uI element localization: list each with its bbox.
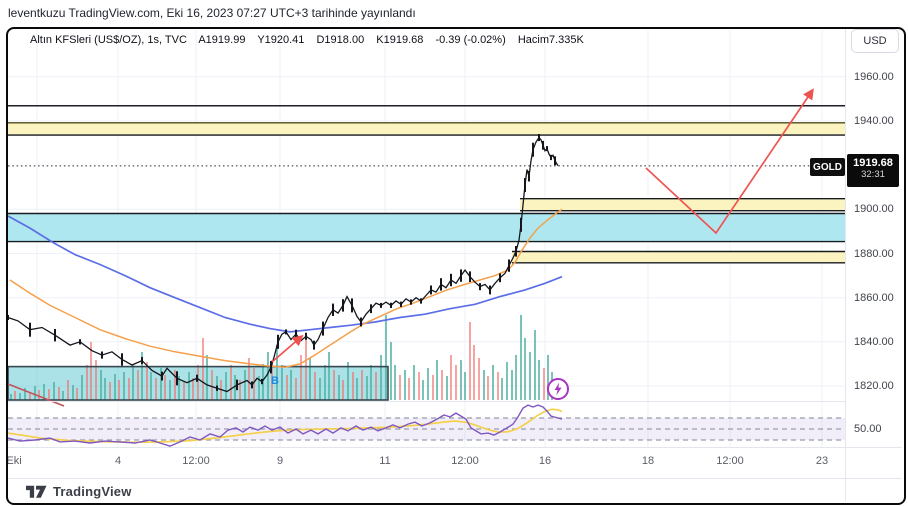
axis-separator bbox=[845, 29, 846, 501]
currency-button[interactable]: USD bbox=[851, 29, 899, 53]
last-price-box: 1919.68 32:31 bbox=[847, 154, 899, 187]
ohlc-high: Y1920.41 bbox=[257, 34, 305, 46]
bar-countdown: 32:31 bbox=[861, 169, 885, 180]
tradingview-logo-icon[interactable] bbox=[26, 485, 47, 498]
pane-separator bbox=[8, 401, 845, 402]
time-tick: 4 bbox=[114, 455, 122, 467]
time-tick: 12:00 bbox=[716, 455, 744, 467]
publish-info: leventkuzu TradingView.com, Eki 16, 2023… bbox=[8, 6, 416, 20]
time-axis[interactable]: Eki 4 12:00 9 11 12:00 16 18 12:00 23 bbox=[0, 448, 845, 477]
price-axis[interactable]: 1960.00 1940.00 1900.00 1880.00 1860.00 1840.… bbox=[846, 27, 904, 447]
ohlc-open: A1919.99 bbox=[198, 34, 246, 46]
price-tick: 1840.00 bbox=[854, 336, 894, 348]
time-tick: Eki bbox=[6, 455, 22, 467]
symbol-header: Altın KFSleri (US$/OZ), 1s, TVC A1919.99… bbox=[30, 34, 593, 46]
ohlc-close: K1919.68 bbox=[376, 34, 424, 46]
ohlc-low: D1918.00 bbox=[316, 34, 365, 46]
volume-value: 7.335K bbox=[548, 34, 584, 46]
price-tick: 1860.00 bbox=[854, 292, 894, 304]
time-tick: 16 bbox=[538, 455, 552, 467]
time-tick: 23 bbox=[815, 455, 829, 467]
price-tick: 1940.00 bbox=[854, 115, 894, 127]
price-change: -0.39 (-0.02%) bbox=[435, 34, 506, 46]
chart-frame-border bbox=[6, 27, 906, 505]
time-axis-separator bbox=[8, 447, 902, 448]
time-tick: 18 bbox=[641, 455, 655, 467]
lightning-icon bbox=[547, 378, 569, 400]
price-tick: 1900.00 bbox=[854, 203, 894, 215]
price-tick: 1880.00 bbox=[854, 248, 894, 260]
price-tick: 1820.00 bbox=[854, 380, 894, 392]
footer-separator bbox=[8, 478, 902, 479]
time-tick: 11 bbox=[379, 455, 391, 467]
time-tick: 12:00 bbox=[182, 455, 210, 467]
price-tick: 1960.00 bbox=[854, 71, 894, 83]
time-tick: 12:00 bbox=[451, 455, 479, 467]
symbol-title: Altın KFSleri (US$/OZ), 1s, TVC bbox=[30, 34, 187, 46]
buy-marker: B bbox=[271, 375, 279, 387]
price-tick: 50.00 bbox=[854, 423, 882, 435]
volume-label: Hacim bbox=[517, 34, 549, 46]
boost-button[interactable] bbox=[546, 377, 570, 401]
ticker-label: GOLD bbox=[810, 158, 845, 176]
time-tick: 9 bbox=[276, 455, 284, 467]
tradingview-logo-text[interactable]: TradingView bbox=[53, 483, 132, 499]
last-price-value: 1919.68 bbox=[853, 157, 893, 169]
footer: TradingView bbox=[26, 482, 132, 500]
